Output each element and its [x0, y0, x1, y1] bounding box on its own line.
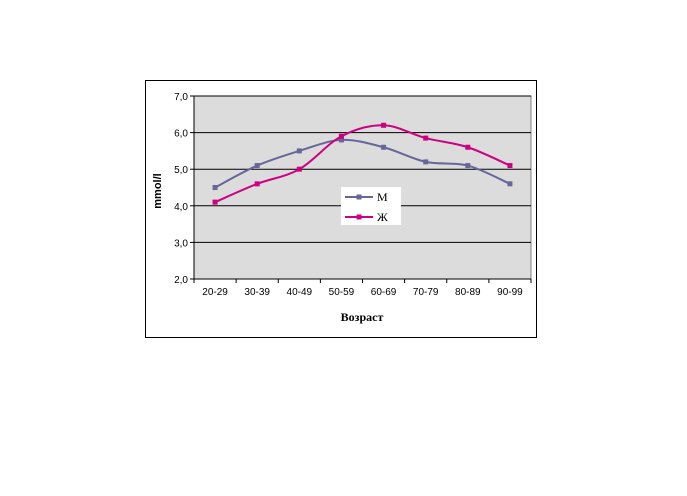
data-point — [338, 133, 344, 139]
x-tick-label: 60-69 — [371, 287, 397, 298]
series-line-1 — [214, 138, 511, 189]
x-tick-label: 80-89 — [455, 287, 481, 298]
y-tick-label: 3,0 — [174, 238, 188, 249]
legend-label: Ж — [377, 210, 388, 224]
data-point — [254, 163, 260, 169]
chart-frame: 2,0 3,0 4,0 5,0 6,0 7,0 20-29 30-39 40-49 50-59 6… — [145, 80, 537, 338]
x-axis-title: Возраст — [341, 310, 384, 324]
line-chart: 2,0 3,0 4,0 5,0 6,0 7,0 20-29 30-39 40-49 50-59 6… — [152, 92, 532, 324]
data-point — [381, 122, 387, 128]
data-point — [381, 144, 387, 150]
legend-marker — [356, 214, 362, 220]
y-tick-label: 4,0 — [174, 202, 188, 213]
data-point — [212, 185, 218, 190]
y-tick-label: 5,0 — [174, 165, 188, 176]
y-tick-labels: 2,0 3,0 4,0 5,0 6,0 7,0 — [174, 92, 188, 286]
x-tick-label: 20-29 — [202, 287, 228, 298]
x-tick-labels: 20-29 30-39 40-49 50-59 60-69 70-79 80-89 90-99 — [202, 287, 523, 298]
series-lines — [212, 122, 513, 205]
legend-label: М — [377, 190, 388, 204]
data-point — [465, 163, 471, 169]
x-tick-label: 40-49 — [287, 287, 313, 298]
legend: МЖ — [341, 187, 401, 225]
data-point — [338, 137, 344, 143]
data-point — [465, 144, 471, 150]
data-point — [212, 199, 218, 205]
data-point — [254, 181, 260, 187]
y-tick-label: 2,0 — [174, 275, 188, 286]
x-tick-label: 50-59 — [329, 287, 355, 298]
x-tick-label: 30-39 — [244, 287, 270, 298]
data-point — [507, 163, 513, 169]
series-line-2 — [214, 124, 511, 204]
data-point — [296, 148, 302, 154]
data-point — [296, 166, 302, 172]
data-point — [423, 135, 429, 141]
data-point — [507, 181, 513, 187]
y-tick-label: 6,0 — [174, 129, 188, 140]
legend-box — [341, 187, 401, 225]
x-tick-label: 90-99 — [497, 287, 523, 298]
legend-marker — [356, 194, 362, 200]
y-axis-title: mmol/l — [152, 173, 164, 208]
axes — [190, 95, 532, 283]
y-tick-label: 7,0 — [174, 92, 188, 103]
data-point — [423, 159, 429, 165]
x-tick-label: 70-79 — [413, 287, 439, 298]
